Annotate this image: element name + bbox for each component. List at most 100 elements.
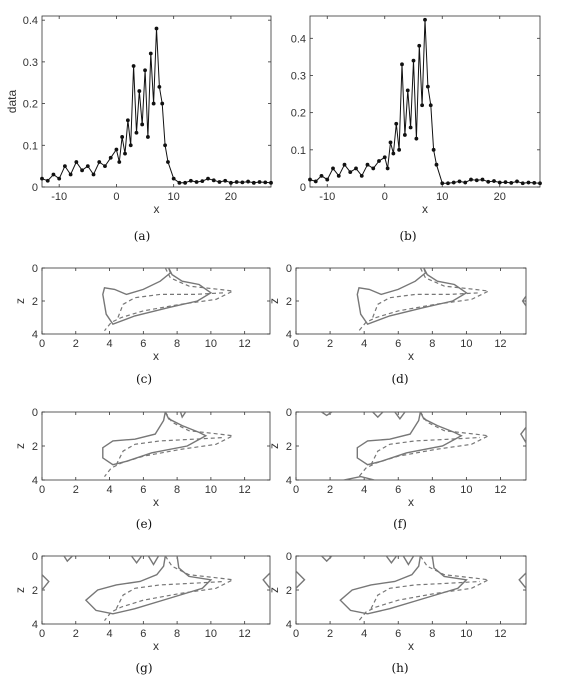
x-tick-label: 4 [361, 628, 367, 640]
x-tick-label: 12 [494, 338, 506, 350]
panel-e: 0 2 4 6 8 10 12 0 2 4 x z (e) [13, 407, 271, 531]
data-point [359, 173, 364, 178]
data-point [446, 181, 450, 186]
x-tick-label: 2 [73, 338, 79, 350]
contour-group [102, 412, 235, 477]
data-point [103, 164, 107, 169]
data-point [538, 181, 542, 186]
solid-contour [394, 412, 406, 420]
data-point [140, 122, 145, 127]
x-tick-label: 10 [460, 484, 472, 496]
dashed-contour [370, 436, 481, 465]
data-point [229, 180, 233, 185]
contour-group [321, 412, 526, 480]
x-tick-label: 10 [436, 191, 448, 203]
x-axis-label: x [408, 495, 414, 509]
data-point [157, 85, 162, 89]
data-point [117, 160, 122, 164]
axes-frame [41, 267, 271, 335]
data-point [251, 180, 256, 185]
x-tick-label: 6 [140, 628, 146, 640]
x-tick-label: 0 [39, 628, 45, 640]
panel-caption: (e) [136, 517, 152, 531]
data-point [177, 180, 182, 185]
x-tick-label: 2 [327, 338, 333, 350]
data-point [365, 162, 370, 167]
data-point [45, 178, 50, 183]
x-tick-label: 12 [494, 484, 506, 496]
data-point [342, 162, 347, 167]
x-tick-label: 6 [395, 628, 401, 640]
y-tick-label: 0.3 [291, 70, 306, 82]
solid-contour [179, 412, 187, 419]
data-point [183, 180, 188, 185]
data-point [313, 179, 318, 184]
panel-a: -10 0 10 20 0 0.1 0.2 0.3 0.4 x data (a) [5, 15, 273, 243]
data-point [503, 180, 508, 185]
data-point [492, 179, 496, 183]
x-tick-label: 10 [460, 338, 472, 350]
x-tick-label: -10 [51, 191, 67, 203]
contour-group [42, 556, 270, 621]
data-point [148, 51, 153, 56]
axes-frame [41, 555, 271, 625]
data-point [382, 155, 387, 160]
y-tick-label: 0 [32, 407, 38, 419]
data-point [246, 179, 251, 184]
x-tick-label: 20 [225, 191, 237, 203]
data-point [74, 160, 79, 164]
y-tick-label: 0.1 [291, 145, 306, 157]
data-point [457, 179, 462, 184]
data-point [134, 130, 139, 135]
data-point [480, 177, 485, 182]
solid-contour [63, 556, 73, 563]
solid-contour [42, 574, 50, 591]
solid-contour [356, 268, 468, 325]
y-tick-label: 0 [32, 182, 38, 194]
dashed-contour [372, 292, 481, 318]
data-point [425, 84, 430, 89]
solid-contour [130, 556, 143, 564]
data-point [211, 178, 216, 183]
dashed-contour [104, 556, 235, 621]
axes-frame [309, 15, 541, 188]
data-point [408, 125, 413, 130]
data-point [431, 147, 436, 152]
y-tick-label: 0.2 [291, 108, 306, 120]
dashed-contour [115, 580, 225, 609]
solid-contour [356, 412, 463, 466]
data-point [97, 160, 102, 164]
data-point [171, 176, 176, 181]
data-point [336, 173, 341, 178]
dashed-contour [358, 412, 491, 477]
y-tick-label: 4 [32, 329, 38, 341]
data-point [469, 177, 473, 182]
y-axis-label: z [267, 298, 281, 304]
x-tick-label: 2 [327, 484, 333, 496]
data-point [163, 143, 167, 148]
data-point [354, 166, 358, 171]
data-point [125, 118, 130, 123]
x-tick-label: 0 [39, 484, 45, 496]
solid-contour [296, 570, 306, 589]
data-point [411, 58, 416, 63]
data-point [385, 166, 390, 171]
data-point [63, 164, 67, 169]
y-tick-label: 2 [286, 441, 292, 453]
panel-caption: (c) [136, 372, 152, 386]
panel-c: 0 2 4 6 8 10 12 0 2 4 x z (c) [13, 263, 271, 386]
data-point [128, 143, 133, 148]
panel-caption: (g) [135, 661, 152, 675]
data-point [85, 164, 90, 169]
data-point [497, 180, 502, 185]
contour-group [102, 268, 235, 332]
y-axis-label: z [267, 587, 281, 593]
y-tick-label: 0.4 [23, 15, 38, 27]
data-point [257, 180, 262, 184]
data-point [263, 180, 268, 185]
data-point [391, 151, 396, 156]
x-tick-label: 2 [73, 628, 79, 640]
x-tick-label: 2 [327, 628, 333, 640]
axes-frame [295, 267, 527, 335]
data-point [151, 101, 156, 106]
